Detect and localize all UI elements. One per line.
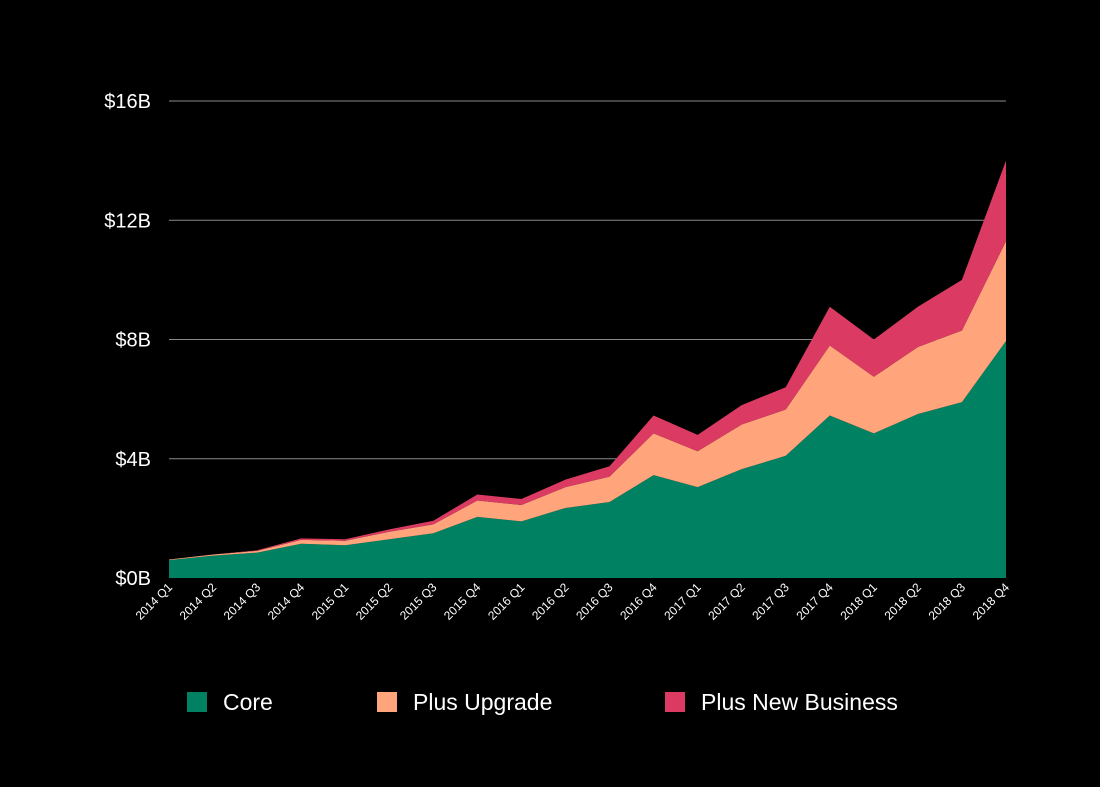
x-tick-label: 2017 Q3: [749, 580, 792, 623]
legend-label-core: Core: [223, 688, 273, 715]
legend-item-plus-upgrade: Plus Upgrade: [377, 686, 552, 718]
x-tick-label: 2016 Q1: [485, 580, 528, 623]
y-tick-label: $16B: [104, 91, 151, 113]
legend-label-plus-new-business: Plus New Business: [701, 688, 898, 715]
x-tick-label: 2018 Q2: [882, 580, 925, 623]
area-series-layer: [169, 160, 1006, 578]
x-tick-label: 2018 Q1: [838, 580, 881, 623]
legend: Core Plus Upgrade Plus New Business: [0, 686, 1100, 718]
y-tick-label: $0B: [115, 568, 151, 590]
area-series-core: [169, 340, 1006, 578]
x-tick-label: 2015 Q4: [441, 580, 484, 623]
x-tick-label: 2016 Q3: [573, 580, 616, 623]
x-tick-label: 2015 Q3: [397, 580, 440, 623]
x-tick-label: 2016 Q2: [529, 580, 572, 623]
y-tick-label: $4B: [115, 449, 151, 471]
x-tick-label: 2017 Q4: [793, 580, 836, 623]
x-tick-label: 2017 Q1: [661, 580, 704, 623]
x-tick-label: 2017 Q2: [705, 580, 748, 623]
y-tick-label: $8B: [115, 330, 151, 352]
legend-swatch-plus-new-business: [665, 692, 685, 712]
legend-item-core: Core: [187, 686, 273, 718]
x-tick-label: 2016 Q4: [617, 580, 660, 623]
legend-swatch-core: [187, 692, 207, 712]
area-series-plus-new-business: [169, 160, 1006, 560]
x-tick-label: 2014 Q3: [221, 580, 264, 623]
x-tick-label: 2015 Q1: [309, 580, 352, 623]
x-axis-ticks: 2014 Q1 2014 Q2 2014 Q3 2014 Q4 2015 Q1 2015 …: [133, 580, 1013, 623]
area-series-plus-upgrade: [169, 241, 1006, 561]
x-tick-label: 2014 Q2: [177, 580, 220, 623]
y-tick-label: $12B: [104, 210, 151, 232]
legend-label-plus-upgrade: Plus Upgrade: [413, 688, 553, 715]
x-tick-label: 2014 Q4: [265, 580, 308, 623]
x-tick-label: 2018 Q3: [926, 580, 969, 623]
legend-swatch-plus-upgrade: [377, 692, 397, 712]
x-tick-label: 2015 Q2: [353, 580, 396, 623]
legend-item-plus-new-business: Plus New Business: [665, 686, 898, 718]
y-axis-ticks: $0B $4B $8B $12B $16B: [104, 91, 151, 590]
x-tick-label: 2018 Q4: [970, 580, 1013, 623]
